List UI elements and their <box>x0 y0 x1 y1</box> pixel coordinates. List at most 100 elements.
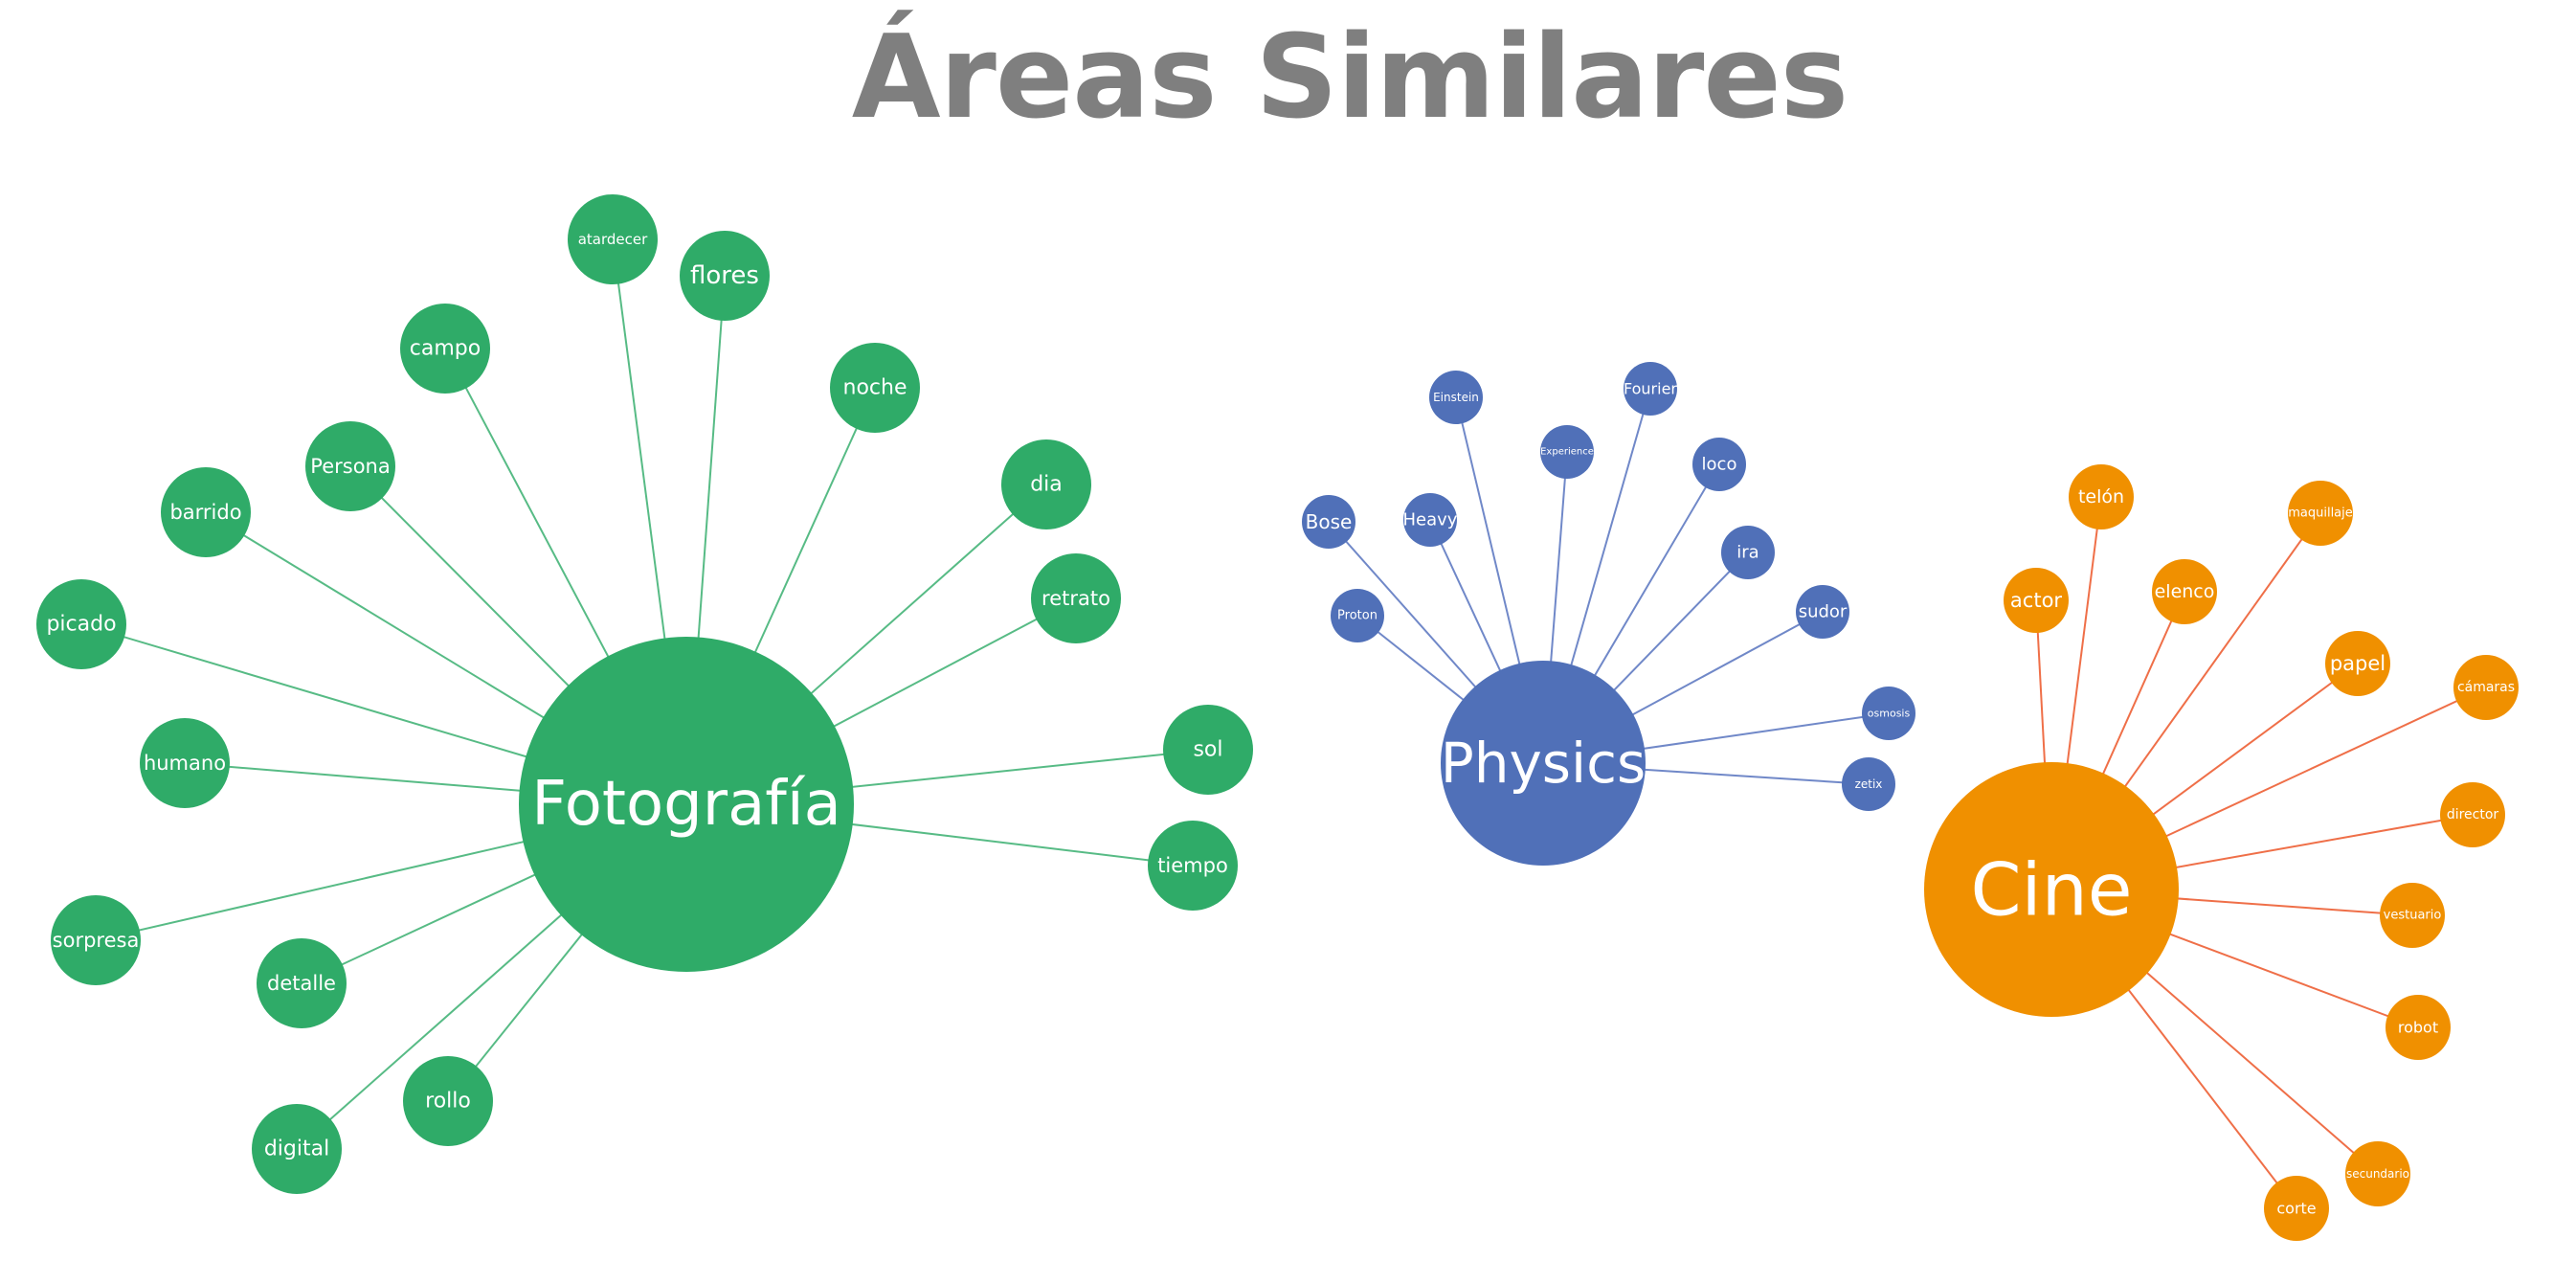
node-camaras: cámaras <box>2453 655 2519 720</box>
node-sorpresa-label: sorpresa <box>53 929 140 952</box>
node-vestuario: vestuario <box>2380 883 2445 948</box>
node-campo: campo <box>400 304 490 394</box>
node-robot: robot <box>2386 995 2451 1060</box>
node-loco-circle <box>1692 438 1746 491</box>
node-sol-label: sol <box>1193 738 1222 762</box>
node-sudor-circle <box>1796 585 1849 639</box>
node-tiempo: tiempo <box>1148 821 1238 911</box>
node-detalle-circle <box>257 938 347 1028</box>
nodes-layer: atardecer flores campo noche Persona dia barri… <box>36 194 2519 1241</box>
node-proton-circle <box>1331 589 1384 642</box>
node-actor-label: actor <box>2010 589 2062 612</box>
node-director: director <box>2440 782 2505 847</box>
node-papel-label: papel <box>2330 652 2386 675</box>
node-barrido-label: barrido <box>169 501 241 524</box>
node-campo-circle <box>400 304 490 394</box>
node-heavy: Heavy <box>1403 493 1458 547</box>
node-dia-label: dia <box>1030 473 1063 497</box>
node-bose-circle <box>1302 495 1355 549</box>
node-elenco-circle <box>2152 559 2217 624</box>
node-atardecer-label: atardecer <box>578 231 648 248</box>
node-maquillaje-label: maquillaje <box>2288 507 2353 521</box>
node-flores-label: flores <box>690 261 759 290</box>
node-persona-circle <box>305 421 395 511</box>
node-sudor: sudor <box>1796 585 1849 639</box>
node-retrato-label: retrato <box>1042 587 1110 610</box>
hub-node-cine-circle <box>1924 762 2179 1017</box>
node-telon-circle <box>2069 464 2134 529</box>
node-papel: papel <box>2325 631 2390 696</box>
hub-node-physics-circle <box>1441 661 1646 866</box>
node-robot-label: robot <box>2398 1019 2438 1037</box>
hub-node-cine-label: Cine <box>1970 847 2132 933</box>
node-actor-circle <box>2004 568 2069 633</box>
node-corte: corte <box>2264 1176 2329 1241</box>
node-osmosis: osmosis <box>1862 687 1915 740</box>
hub-node-fotografia-label: Fotografía <box>531 769 841 840</box>
node-osmosis-label: osmosis <box>1868 708 1911 720</box>
page-title: Áreas Similares <box>851 11 1848 145</box>
node-director-label: director <box>2447 807 2499 822</box>
node-dia-circle <box>1001 439 1091 529</box>
node-humano-circle <box>140 718 230 808</box>
node-rollo: rollo <box>403 1056 493 1146</box>
node-sorpresa: sorpresa <box>51 895 141 985</box>
node-telon: telón <box>2069 464 2134 529</box>
node-proton-label: Proton <box>1337 609 1378 623</box>
node-corte-label: corte <box>2276 1200 2316 1218</box>
node-loco-label: loco <box>1702 455 1737 475</box>
node-barrido: barrido <box>161 467 251 557</box>
node-persona-label: Persona <box>310 455 390 478</box>
node-digital-circle <box>252 1104 342 1194</box>
node-maquillaje: maquillaje <box>2288 481 2353 546</box>
node-ira-label: ira <box>1736 543 1758 563</box>
node-rollo-circle <box>403 1056 493 1146</box>
hub-node-fotografia: Fotografía <box>519 637 854 972</box>
node-secundario-circle <box>2345 1141 2410 1206</box>
node-osmosis-circle <box>1862 687 1915 740</box>
node-detalle-label: detalle <box>267 972 336 995</box>
node-sudor-label: sudor <box>1799 602 1848 622</box>
hub-node-cine: Cine <box>1924 762 2179 1017</box>
node-sol-circle <box>1163 705 1253 795</box>
node-detalle: detalle <box>257 938 347 1028</box>
hub-node-physics: Physics <box>1441 661 1646 866</box>
node-dia: dia <box>1001 439 1091 529</box>
node-persona: Persona <box>305 421 395 511</box>
node-rollo-label: rollo <box>425 1090 471 1114</box>
node-loco: loco <box>1692 438 1746 491</box>
node-ira-circle <box>1721 526 1775 579</box>
node-vestuario-label: vestuario <box>2384 909 2442 923</box>
node-actor: actor <box>2004 568 2069 633</box>
node-picado-label: picado <box>46 613 116 637</box>
hub-node-fotografia-circle <box>519 637 854 972</box>
node-tiempo-label: tiempo <box>1157 854 1228 877</box>
node-atardecer-circle <box>568 194 658 284</box>
node-heavy-label: Heavy <box>1403 510 1458 530</box>
node-zetix-label: zetix <box>1855 777 1883 791</box>
node-einstein-label: Einstein <box>1433 391 1479 404</box>
node-telon-label: telón <box>2078 486 2124 507</box>
node-picado-circle <box>36 579 126 669</box>
node-zetix: zetix <box>1842 757 1895 811</box>
node-flores: flores <box>680 231 770 321</box>
node-ira: ira <box>1721 526 1775 579</box>
node-director-circle <box>2440 782 2505 847</box>
node-retrato: retrato <box>1031 553 1121 643</box>
node-proton: Proton <box>1331 589 1384 642</box>
node-humano-label: humano <box>144 752 226 775</box>
node-fourier-label: Fourier <box>1624 380 1677 398</box>
node-einstein-circle <box>1429 371 1483 424</box>
node-elenco-label: elenco <box>2155 581 2215 602</box>
node-humano: humano <box>140 718 230 808</box>
node-einstein: Einstein <box>1429 371 1483 424</box>
node-heavy-circle <box>1403 493 1457 547</box>
node-barrido-circle <box>161 467 251 557</box>
node-flores-circle <box>680 231 770 321</box>
node-sorpresa-circle <box>51 895 141 985</box>
node-noche: noche <box>830 343 920 433</box>
node-bose-label: Bose <box>1306 510 1353 533</box>
node-tiempo-circle <box>1148 821 1238 911</box>
node-elenco: elenco <box>2152 559 2217 624</box>
node-fourier-circle <box>1624 362 1677 416</box>
